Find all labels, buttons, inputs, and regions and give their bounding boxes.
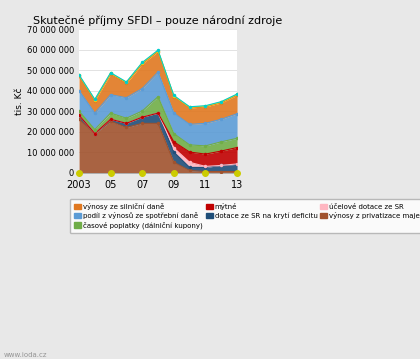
Y-axis label: tis. Kč: tis. Kč [15, 87, 24, 115]
Legend: výnosy ze silniční daně, podíl z výnosů ze spotřební daně, časové poplatky (dáln: výnosy ze silniční daně, podíl z výnosů … [70, 199, 420, 233]
Text: www.ioda.cz: www.ioda.cz [4, 352, 48, 358]
Title: Skutečné příjmy SFDI – pouze národní zdroje: Skutečné příjmy SFDI – pouze národní zdr… [34, 15, 283, 25]
